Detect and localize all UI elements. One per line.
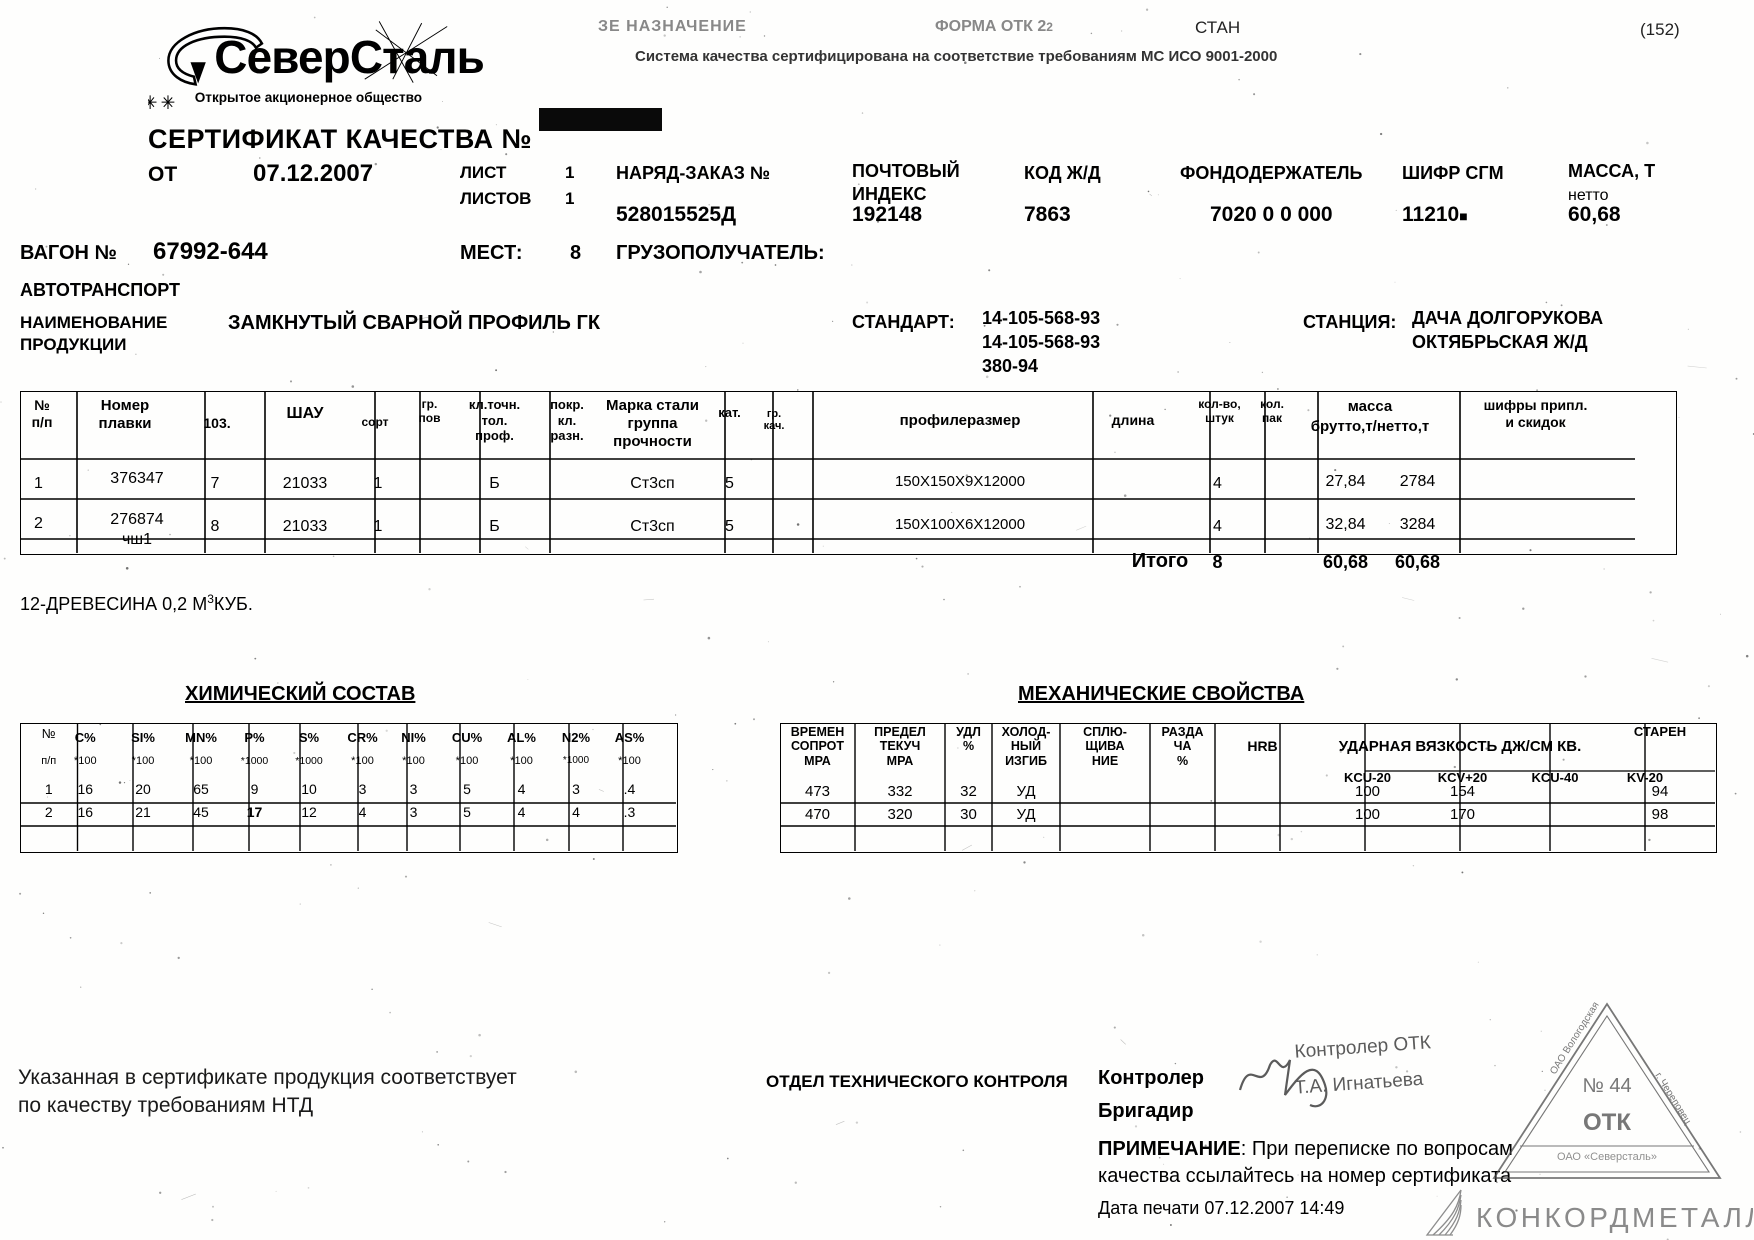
svg-text:№ 44: № 44 [1582, 1075, 1631, 1097]
svg-text:ОАО «Северсталь»: ОАО «Северсталь» [1557, 1151, 1657, 1163]
svg-text:Открытое акционерное общество: Открытое акционерное общество [195, 90, 422, 105]
svg-text:г. Череповец: г. Череповец [1652, 1071, 1693, 1127]
svg-text:ОТК: ОТК [1583, 1109, 1631, 1136]
svg-text:Т.А. Игнатьева: Т.А. Игнатьева [1294, 1069, 1424, 1099]
svg-text:КОНКОРДМЕТАЛЛ: КОНКОРДМЕТАЛЛ [1476, 1202, 1753, 1233]
svg-text:СеверСталь: СеверСталь [214, 31, 484, 83]
svg-text:Контролер ОТК: Контролер ОТК [1294, 1035, 1432, 1063]
